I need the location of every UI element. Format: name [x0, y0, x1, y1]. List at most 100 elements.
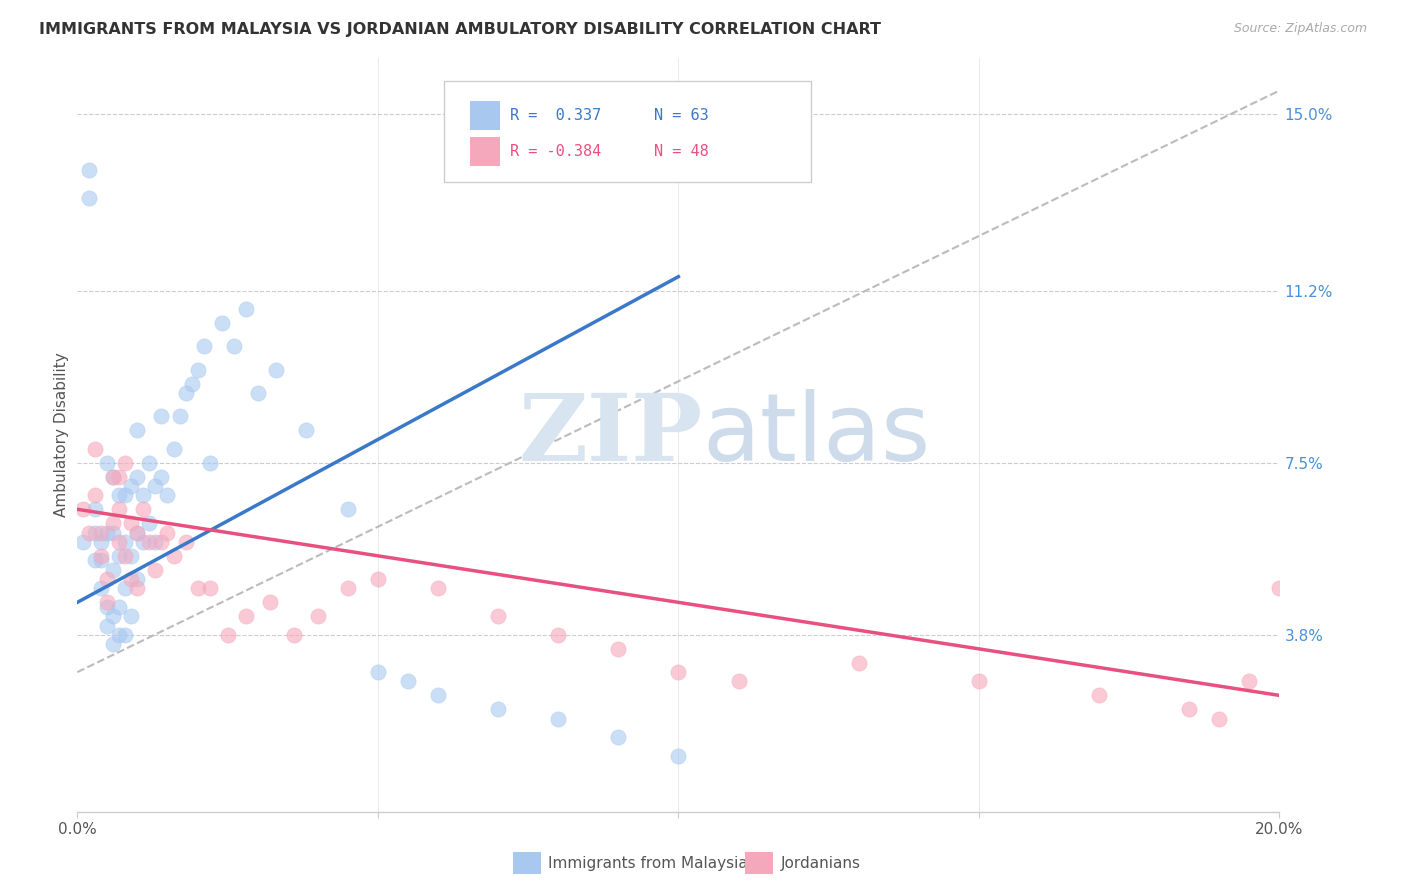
- Point: [235, 609, 257, 624]
- Point: [848, 656, 870, 670]
- Point: [607, 731, 630, 745]
- Point: [84, 488, 107, 502]
- Point: [150, 469, 173, 483]
- Point: [547, 712, 569, 726]
- Point: [84, 525, 107, 540]
- Point: [180, 376, 202, 391]
- Point: [127, 469, 149, 483]
- Point: [1208, 712, 1230, 726]
- Bar: [471, 101, 501, 129]
- Point: [84, 553, 107, 567]
- Point: [103, 525, 125, 540]
- Bar: [471, 137, 501, 166]
- Point: [114, 582, 136, 596]
- Y-axis label: Ambulatory Disability: Ambulatory Disability: [53, 352, 69, 517]
- Point: [156, 488, 179, 502]
- Point: [367, 572, 389, 586]
- Point: [145, 563, 167, 577]
- Point: [108, 549, 131, 563]
- Point: [114, 549, 136, 563]
- Point: [193, 339, 215, 353]
- Point: [246, 386, 269, 401]
- Text: ZIP: ZIP: [519, 390, 703, 480]
- Point: [367, 665, 389, 680]
- Text: R =  0.337: R = 0.337: [510, 108, 602, 123]
- Point: [72, 534, 94, 549]
- Point: [156, 525, 179, 540]
- Point: [132, 534, 155, 549]
- Point: [127, 423, 149, 437]
- Text: R = -0.384: R = -0.384: [510, 144, 602, 159]
- Point: [96, 456, 118, 470]
- Point: [174, 386, 197, 401]
- Point: [108, 502, 131, 516]
- Point: [138, 534, 160, 549]
- Point: [79, 525, 101, 540]
- Text: Immigrants from Malaysia: Immigrants from Malaysia: [548, 855, 748, 871]
- Point: [108, 469, 131, 483]
- Point: [132, 488, 155, 502]
- Point: [336, 502, 359, 516]
- Point: [132, 502, 155, 516]
- Point: [727, 674, 749, 689]
- Point: [1239, 674, 1261, 689]
- Point: [145, 534, 167, 549]
- Text: Jordanians: Jordanians: [780, 855, 860, 871]
- Point: [90, 582, 112, 596]
- Point: [198, 582, 221, 596]
- Text: atlas: atlas: [703, 389, 931, 481]
- Point: [114, 456, 136, 470]
- Point: [84, 502, 107, 516]
- Point: [114, 628, 136, 642]
- Point: [90, 534, 112, 549]
- Text: IMMIGRANTS FROM MALAYSIA VS JORDANIAN AMBULATORY DISABILITY CORRELATION CHART: IMMIGRANTS FROM MALAYSIA VS JORDANIAN AM…: [39, 22, 882, 37]
- Point: [127, 525, 149, 540]
- Point: [198, 456, 221, 470]
- Point: [120, 549, 142, 563]
- Point: [668, 748, 690, 763]
- Point: [108, 628, 131, 642]
- Point: [294, 423, 316, 437]
- Point: [103, 563, 125, 577]
- Point: [96, 595, 118, 609]
- Point: [217, 628, 239, 642]
- Point: [162, 442, 184, 456]
- Point: [120, 572, 142, 586]
- Point: [235, 302, 257, 317]
- Point: [90, 549, 112, 563]
- Point: [96, 599, 118, 614]
- Point: [79, 190, 101, 204]
- Point: [127, 525, 149, 540]
- Point: [145, 479, 167, 493]
- Point: [84, 442, 107, 456]
- Point: [222, 339, 245, 353]
- Text: Source: ZipAtlas.com: Source: ZipAtlas.com: [1233, 22, 1367, 36]
- Point: [108, 534, 131, 549]
- Point: [120, 516, 142, 531]
- Point: [486, 702, 509, 716]
- Point: [96, 525, 118, 540]
- Point: [174, 534, 197, 549]
- Point: [259, 595, 281, 609]
- Point: [103, 637, 125, 651]
- Point: [103, 609, 125, 624]
- Point: [187, 582, 209, 596]
- Point: [336, 582, 359, 596]
- Point: [1268, 582, 1291, 596]
- Point: [427, 689, 450, 703]
- Point: [283, 628, 305, 642]
- Point: [120, 609, 142, 624]
- Point: [162, 549, 184, 563]
- Point: [967, 674, 990, 689]
- FancyBboxPatch shape: [444, 80, 811, 182]
- Point: [96, 572, 118, 586]
- Point: [486, 609, 509, 624]
- Text: N = 63: N = 63: [654, 108, 709, 123]
- Point: [427, 582, 450, 596]
- Point: [108, 599, 131, 614]
- Point: [396, 674, 419, 689]
- Point: [103, 469, 125, 483]
- Point: [187, 362, 209, 376]
- Point: [79, 162, 101, 177]
- Point: [90, 553, 112, 567]
